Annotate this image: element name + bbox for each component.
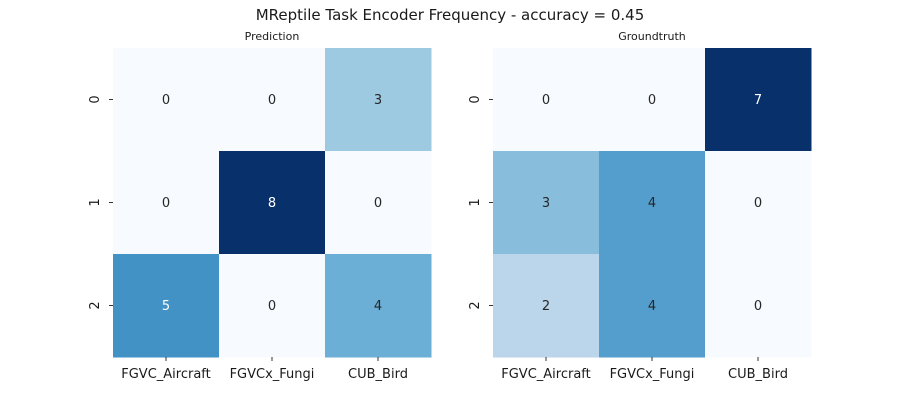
cell-annotation: 0 bbox=[162, 93, 170, 108]
x-tick-label: FGVC_Aircraft bbox=[121, 367, 211, 382]
heatmap-cell bbox=[705, 48, 812, 152]
cell-annotation: 4 bbox=[374, 299, 382, 314]
y-tick-label: 2 bbox=[468, 301, 483, 309]
heatmap-cell bbox=[219, 48, 326, 152]
cell-annotation: 0 bbox=[754, 196, 762, 211]
heatmap-cell bbox=[705, 254, 812, 358]
cell-annotation: 0 bbox=[268, 93, 276, 108]
heatmap-cell bbox=[113, 48, 220, 152]
heatmap-cell bbox=[599, 254, 706, 358]
y-tick-label: 0 bbox=[468, 95, 483, 103]
x-tick-label: FGVC_Aircraft bbox=[501, 367, 591, 382]
heatmap-cell bbox=[705, 151, 812, 255]
cell-annotation: 0 bbox=[268, 299, 276, 314]
heatmap-cell bbox=[219, 254, 326, 358]
y-tick-label: 2 bbox=[88, 301, 103, 309]
x-tick-label: CUB_Bird bbox=[348, 367, 408, 382]
x-tick-label: FGVCx_Fungi bbox=[610, 367, 695, 382]
cell-annotation: 2 bbox=[542, 299, 550, 314]
heatmap-cell bbox=[599, 151, 706, 255]
cell-annotation: 3 bbox=[374, 93, 382, 108]
y-tick-label: 1 bbox=[88, 198, 103, 206]
heatmap-cell bbox=[113, 254, 220, 358]
cell-annotation: 0 bbox=[374, 196, 382, 211]
heatmap-cell bbox=[113, 151, 220, 255]
subplot-title: Groundtruth bbox=[618, 30, 686, 43]
cell-annotation: 0 bbox=[648, 93, 656, 108]
heatmap-cell bbox=[219, 151, 326, 255]
heatmap-cell bbox=[325, 151, 432, 255]
subplot-title: Prediction bbox=[245, 30, 300, 43]
heatmap-panel-2: Groundtruth 0 0 7 3 4 0 2 4 0 FGVC_Aircraft FGVCx_F… bbox=[468, 30, 812, 382]
figure-title: MReptile Task Encoder Frequency - accura… bbox=[255, 6, 645, 24]
cell-annotation: 0 bbox=[542, 93, 550, 108]
heatmap-cell bbox=[325, 254, 432, 358]
cell-annotation: 4 bbox=[648, 196, 656, 211]
cell-annotation: 4 bbox=[648, 299, 656, 314]
cell-annotation: 8 bbox=[268, 196, 276, 211]
heatmap-panel-1: Prediction 0 0 3 0 8 0 5 0 4 FGVC_Aircraft FGVCx_Fu… bbox=[88, 30, 432, 382]
heatmap-cell bbox=[493, 151, 600, 255]
heatmap-cell bbox=[493, 254, 600, 358]
heatmap-cell bbox=[599, 48, 706, 152]
heatmap-cell bbox=[493, 48, 600, 152]
cell-annotation: 0 bbox=[754, 299, 762, 314]
cell-annotation: 5 bbox=[162, 299, 170, 314]
x-tick-label: CUB_Bird bbox=[728, 367, 788, 382]
y-tick-label: 1 bbox=[468, 198, 483, 206]
cell-annotation: 0 bbox=[162, 196, 170, 211]
y-tick-label: 0 bbox=[88, 95, 103, 103]
x-tick-label: FGVCx_Fungi bbox=[230, 367, 315, 382]
cell-annotation: 3 bbox=[542, 196, 550, 211]
cell-annotation: 7 bbox=[754, 93, 762, 108]
heatmap-cell bbox=[325, 48, 432, 152]
